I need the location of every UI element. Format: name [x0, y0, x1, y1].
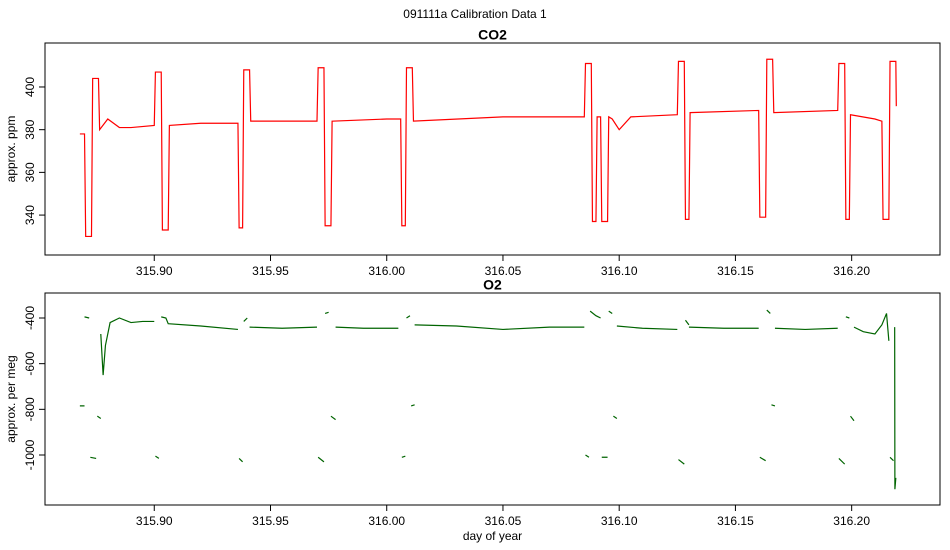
x-tick-label: 316.00: [368, 264, 405, 278]
x-tick-label: 316.05: [485, 264, 522, 278]
x-tick-label: 316.15: [717, 514, 754, 528]
y-tick-label: -600: [23, 351, 37, 375]
panel-title: CO2: [478, 27, 507, 43]
plot-frame: [44, 42, 941, 256]
data-line: [79, 58, 897, 238]
x-tick-label: 316.10: [601, 264, 638, 278]
y-tick-label: 400: [23, 77, 37, 97]
y-tick-label: -800: [23, 397, 37, 421]
y-tick-label: 380: [23, 119, 37, 139]
y-tick-label: -1000: [23, 439, 37, 470]
panel-title: O2: [483, 277, 502, 293]
y-axis-label: approx. ppm: [4, 116, 18, 183]
x-tick-label: 316.05: [485, 514, 522, 528]
x-tick-label: 315.95: [252, 264, 289, 278]
x-tick-label: 316.10: [601, 514, 638, 528]
x-tick-label: 315.95: [252, 514, 289, 528]
y-axis-label: approx. per meg: [4, 355, 18, 442]
x-tick-label: 315.90: [136, 264, 173, 278]
x-tick-label: 316.20: [833, 514, 870, 528]
y-tick-label: 360: [23, 162, 37, 182]
plot-frame: [44, 292, 941, 506]
x-tick-label: 316.15: [717, 264, 754, 278]
page-title: 091111a Calibration Data 1: [403, 7, 547, 21]
x-axis-label: day of year: [463, 529, 522, 543]
y-tick-label: -400: [23, 306, 37, 330]
x-tick-label: 316.20: [833, 264, 870, 278]
x-tick-label: 315.90: [136, 514, 173, 528]
x-tick-label: 316.00: [368, 514, 405, 528]
y-tick-label: 340: [23, 205, 37, 225]
data-line: [79, 309, 897, 490]
